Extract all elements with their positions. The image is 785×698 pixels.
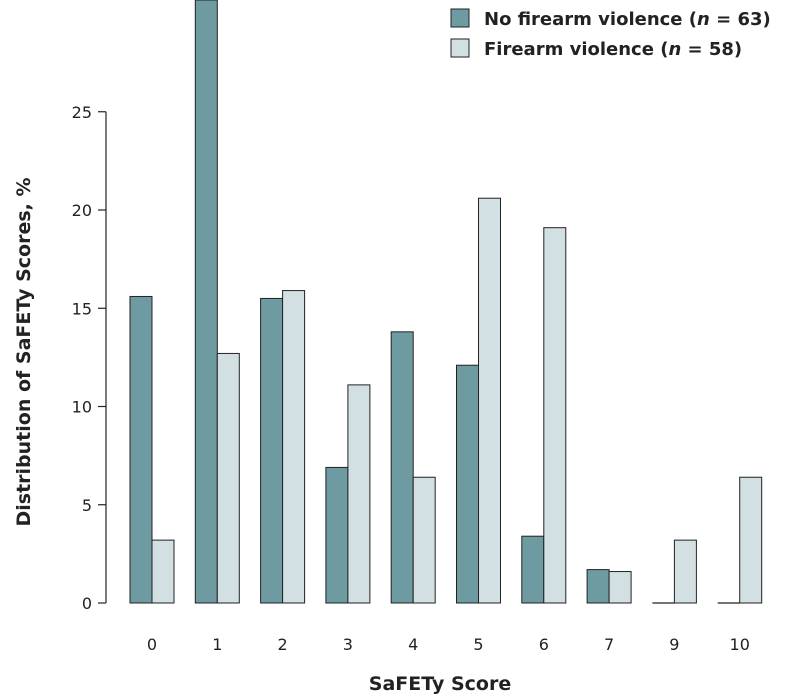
bar-no-firearm-violence xyxy=(456,364,479,604)
bar-firearm-violence xyxy=(739,476,763,604)
legend-swatch-firearm xyxy=(450,38,470,58)
y-axis: 0 5 10 15 20 25 xyxy=(72,103,107,613)
y-tick-label: 15 xyxy=(72,299,92,318)
bar-firearm-violence xyxy=(608,571,632,604)
y-tick-label: 20 xyxy=(72,201,92,220)
x-tick-label: 7 xyxy=(604,635,614,654)
bar-no-firearm-violence xyxy=(129,295,153,604)
bar-firearm-violence xyxy=(282,290,306,604)
x-tick-label: 6 xyxy=(539,635,549,654)
y-axis-title: Distribution of SaFETy Scores, % xyxy=(13,177,35,526)
bar-firearm-violence xyxy=(478,197,501,604)
bars xyxy=(129,0,763,604)
x-tick-label: 5 xyxy=(473,635,483,654)
bar-firearm-violence xyxy=(216,352,240,604)
x-tick-label: 2 xyxy=(278,635,288,654)
y-tick-label: 10 xyxy=(72,398,92,417)
x-axis: 0 1 2 3 4 5 6 7 9 10 xyxy=(147,635,750,654)
x-tick-label: 4 xyxy=(408,635,418,654)
bar-no-firearm-violence xyxy=(260,297,284,604)
bar-no-firearm-violence xyxy=(194,0,218,604)
legend: No firearm violence (n = 63) Firearm vio… xyxy=(450,8,771,60)
bar-firearm-violence xyxy=(543,227,567,604)
x-axis-title: SaFETy Score xyxy=(369,673,511,695)
bar-firearm-violence xyxy=(673,539,697,604)
bar-no-firearm-violence xyxy=(390,331,414,604)
x-tick-label: 3 xyxy=(343,635,353,654)
bar-no-firearm-violence xyxy=(521,535,545,604)
legend-label-no-firearm: No firearm violence (n = 63) xyxy=(484,9,771,30)
bar-no-firearm-violence xyxy=(325,466,349,604)
bar-firearm-violence xyxy=(412,476,436,604)
bar-firearm-violence xyxy=(347,384,371,604)
bar-no-firearm-violence xyxy=(586,569,610,604)
y-tick-label: 0 xyxy=(82,594,92,613)
y-tick-label: 25 xyxy=(72,103,92,122)
legend-swatch-no-firearm xyxy=(450,8,470,28)
y-tick-label: 5 xyxy=(82,496,92,515)
x-tick-label: 0 xyxy=(147,635,157,654)
x-tick-label: 1 xyxy=(212,635,222,654)
bar-firearm-violence xyxy=(151,539,175,604)
x-tick-label: 10 xyxy=(730,635,750,654)
x-tick-label: 9 xyxy=(669,635,679,654)
legend-label-firearm: Firearm violence (n = 58) xyxy=(484,39,742,60)
